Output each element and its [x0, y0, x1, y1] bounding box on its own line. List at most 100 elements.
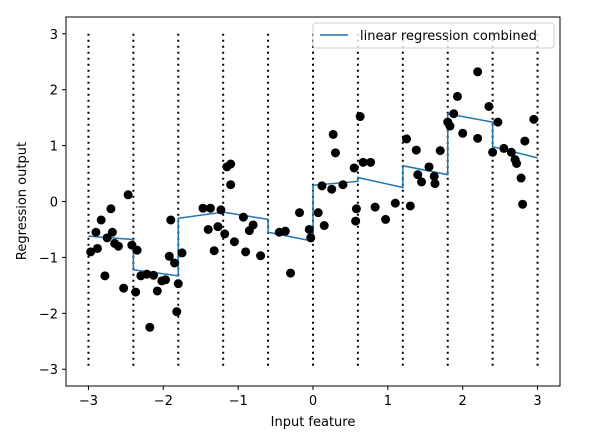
y-tick-label: 2 [50, 84, 58, 99]
data-point [256, 251, 266, 261]
data-point [145, 322, 155, 332]
y-tick-label: 0 [50, 196, 58, 211]
data-point [107, 227, 117, 237]
data-point [106, 204, 116, 214]
data-point [166, 215, 176, 225]
data-point [473, 67, 483, 77]
data-point [173, 279, 183, 289]
data-point [91, 227, 101, 237]
x-tick-label: −1 [229, 394, 248, 409]
y-tick-label: 3 [50, 28, 58, 43]
data-point [402, 134, 412, 144]
data-point [417, 177, 427, 187]
data-point [203, 224, 213, 234]
data-point [280, 226, 290, 236]
data-point [149, 270, 159, 280]
data-point [306, 233, 316, 243]
data-point [499, 143, 509, 153]
data-point [330, 148, 340, 158]
data-point [327, 184, 337, 194]
x-axis-label: Input feature [271, 415, 356, 430]
data-point [424, 162, 434, 172]
data-point [411, 145, 421, 155]
y-tick-label: −3 [39, 363, 58, 378]
data-point [286, 268, 296, 278]
data-point [241, 247, 251, 257]
data-point [390, 198, 400, 208]
data-point [209, 246, 219, 256]
data-point [349, 163, 359, 173]
data-point [213, 222, 223, 232]
data-point [226, 159, 236, 169]
data-point [338, 180, 348, 190]
x-tick-label: 3 [533, 394, 541, 409]
y-tick-label: 1 [50, 140, 58, 155]
data-point [216, 205, 226, 215]
data-point [358, 157, 368, 167]
data-point [493, 117, 503, 127]
x-tick-label: −3 [79, 394, 98, 409]
data-point [351, 216, 361, 226]
x-axis-ticks: −3 −2 −1 0 1 2 3 [79, 386, 542, 409]
data-point [92, 243, 102, 253]
data-point [351, 204, 361, 214]
data-point [198, 203, 208, 213]
plot-area [65, 16, 561, 387]
legend: linear regression combined [312, 22, 555, 49]
data-point [238, 212, 248, 222]
data-point [405, 201, 415, 211]
data-point [123, 190, 133, 200]
data-point [100, 271, 110, 281]
y-axis-ticks: −3 −2 −1 0 1 2 3 [39, 28, 66, 378]
data-point [205, 203, 215, 213]
data-point [473, 133, 483, 143]
data-point [430, 179, 440, 189]
data-point [449, 109, 459, 119]
data-point [429, 171, 439, 181]
data-point [445, 121, 455, 131]
x-tick-label: 0 [309, 394, 317, 409]
data-point [170, 258, 180, 268]
y-axis-label: Regression output [15, 142, 30, 260]
data-point [229, 237, 239, 247]
data-point [381, 214, 391, 224]
data-point [161, 275, 171, 285]
data-point [317, 181, 327, 191]
data-point [452, 91, 462, 101]
regression-line-path [88, 112, 538, 277]
data-point [172, 307, 182, 317]
y-tick-label: −2 [39, 307, 58, 322]
data-point [152, 286, 162, 296]
data-point [164, 251, 174, 261]
data-point [319, 221, 329, 231]
bin-boundaries [87, 33, 539, 370]
data-point [295, 208, 305, 218]
legend-box [312, 22, 555, 49]
data-point [248, 220, 258, 230]
data-point [131, 287, 141, 297]
data-point [366, 157, 376, 167]
x-tick-label: −2 [154, 394, 173, 409]
x-tick-label: 2 [459, 394, 467, 409]
data-point [458, 128, 468, 138]
data-point [142, 269, 152, 279]
legend-label: linear regression combined [360, 29, 537, 44]
data-point [484, 101, 494, 111]
data-point [119, 283, 129, 293]
data-point [96, 215, 106, 225]
data-point [506, 147, 516, 157]
data-point [413, 170, 423, 180]
data-point [113, 241, 123, 251]
data-point [220, 229, 230, 239]
data-point [177, 248, 187, 258]
data-point [488, 147, 498, 157]
data-point [86, 247, 96, 257]
data-point [355, 112, 365, 122]
regression-line [88, 112, 538, 277]
data-point [328, 129, 338, 139]
data-point [435, 146, 445, 156]
data-point [313, 208, 323, 218]
data-point [370, 202, 380, 212]
data-point [304, 224, 314, 234]
